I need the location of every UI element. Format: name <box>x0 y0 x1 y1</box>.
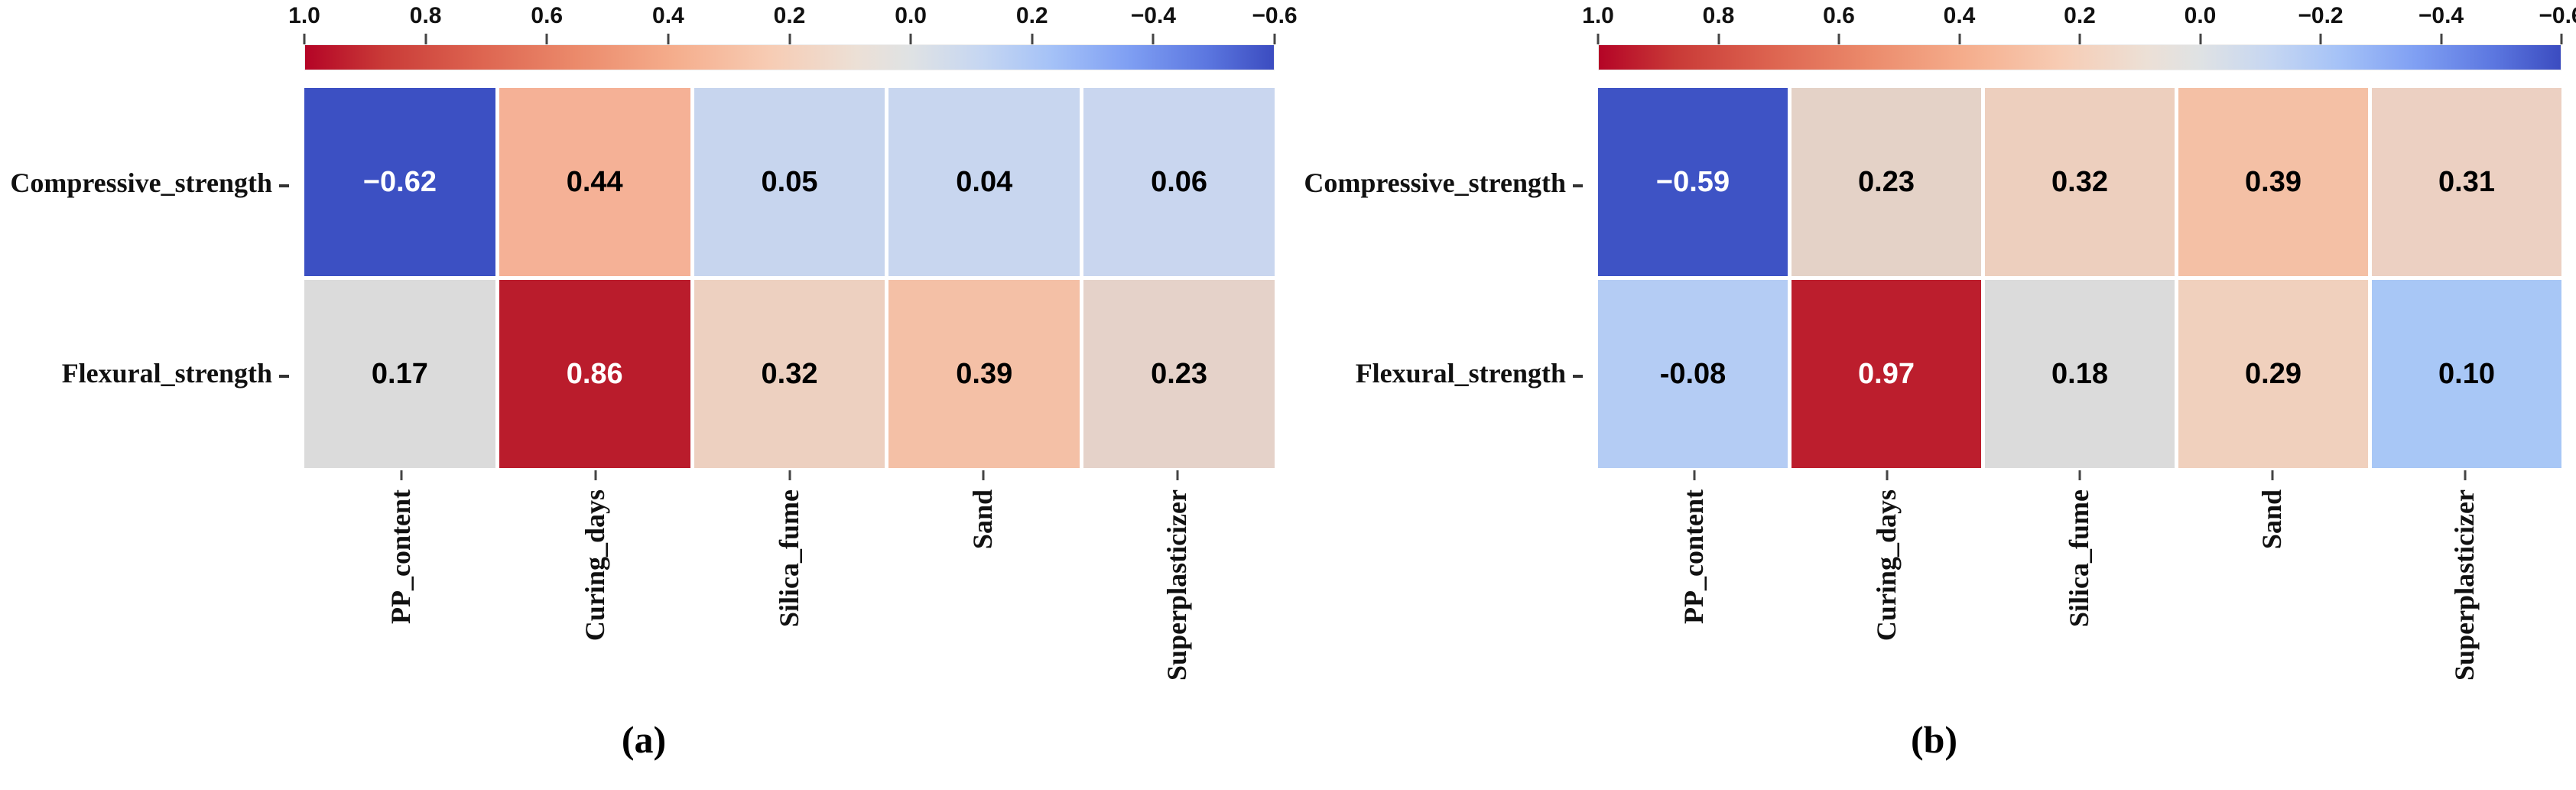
colorbar-tick-label: 1.0 <box>288 3 320 28</box>
y-axis-tick <box>1573 184 1583 187</box>
colorbar-tick-label: 0.4 <box>652 3 684 28</box>
colorbar-tick-label: −0.2 <box>2298 3 2344 28</box>
x-axis-tick <box>788 470 791 480</box>
colorbar-tick-label: 0.4 <box>1943 3 1976 28</box>
row-label-flexural-a: Flexural_strength <box>0 357 289 389</box>
heatmap-cell: -0.08 <box>1598 280 1788 468</box>
colorbar-b-ticks <box>1597 34 2563 44</box>
heatmap-cell: 0.18 <box>1985 280 2175 468</box>
col-label-superplasticizer-b: Superplasticizer <box>2449 489 2480 681</box>
col-label-curing-days-b: Curing_days <box>1871 489 1902 642</box>
colorbar-b-tick-labels: 1.0 0.8 0.6 0.4 0.2 0.0 −0.2 −0.4 −0.6 <box>1582 3 2576 31</box>
colorbar-tick-label: −0.4 <box>1130 3 1176 28</box>
y-axis-tick <box>279 374 289 378</box>
heatmap-cell: 0.44 <box>499 88 690 276</box>
heatmap-a: −0.62 0.44 0.05 0.04 0.06 0.17 0.86 0.32… <box>304 88 1275 468</box>
heatmap-cell: 0.32 <box>1985 88 2175 276</box>
colorbar-tick-label: 0.2 <box>773 3 806 28</box>
heatmap-b: −0.59 0.23 0.32 0.39 0.31 -0.08 0.97 0.1… <box>1598 88 2561 468</box>
x-axis-tick <box>982 470 985 480</box>
x-axis-tick <box>2078 470 2081 480</box>
colorbar-a-ticks <box>303 34 1276 44</box>
col-label-sand-a: Sand <box>967 489 998 550</box>
colorbar-tick-label: 0.2 <box>1015 3 1048 28</box>
heatmap-cell: 0.32 <box>694 280 885 468</box>
x-axis-tick <box>2271 470 2274 480</box>
heatmap-cell: 0.06 <box>1083 88 1275 276</box>
y-axis-tick <box>1573 374 1583 378</box>
panel-a: 1.0 0.8 0.6 0.4 0.2 0.0 0.2 −0.4 −0.6 Co… <box>0 0 1298 761</box>
colorbar-tick-label: −0.6 <box>2539 3 2576 28</box>
colorbar-gradient <box>1598 44 2561 70</box>
panel-b: 1.0 0.8 0.6 0.4 0.2 0.0 −0.2 −0.4 −0.6 C… <box>1292 0 2576 790</box>
heatmap-cell: 0.29 <box>2178 280 2368 468</box>
heatmap-cell: 0.23 <box>1083 280 1275 468</box>
colorbar-tick-label: 0.0 <box>2184 3 2217 28</box>
colorbar-tick-label: −0.6 <box>1252 3 1298 28</box>
colorbar-tick-label: 0.8 <box>409 3 442 28</box>
colorbar-gradient <box>304 44 1275 70</box>
heatmap-cell: 0.39 <box>2178 88 2368 276</box>
colorbar-tick-label: 0.6 <box>1823 3 1855 28</box>
heatmap-cell: 0.31 <box>2372 88 2561 276</box>
colorbar-a-tick-labels: 1.0 0.8 0.6 0.4 0.2 0.0 0.2 −0.4 −0.6 <box>288 3 1297 31</box>
heatmap-cell: −0.62 <box>304 88 495 276</box>
x-axis-tick <box>1886 470 1889 480</box>
colorbar-tick-label: 0.8 <box>1702 3 1735 28</box>
row-label-compressive-a: Compressive_strength <box>0 167 289 199</box>
x-axis-tick <box>1176 470 1179 480</box>
heatmap-cell: 0.17 <box>304 280 495 468</box>
colorbar-a: 1.0 0.8 0.6 0.4 0.2 0.0 0.2 −0.4 −0.6 <box>288 0 1298 73</box>
heatmap-cell: 0.97 <box>1792 280 1981 468</box>
row-label-compressive-b: Compressive_strength <box>1292 167 1583 199</box>
y-axis-tick <box>279 184 289 187</box>
heatmap-cell: 0.39 <box>888 280 1080 468</box>
heatmap-cell: 0.23 <box>1792 88 1981 276</box>
col-label-silica-fume-a: Silica_fume <box>774 489 804 627</box>
col-label-pp-content-a: PP_content <box>385 489 416 624</box>
heatmap-cell: 0.04 <box>888 88 1080 276</box>
colorbar-b: 1.0 0.8 0.6 0.4 0.2 0.0 −0.2 −0.4 −0.6 <box>1582 0 2576 73</box>
col-label-curing-days-a: Curing_days <box>580 489 610 642</box>
colorbar-tick-label: 0.2 <box>2064 3 2096 28</box>
col-label-pp-content-b: PP_content <box>1678 489 1709 624</box>
colorbar-tick-label: −0.4 <box>2418 3 2464 28</box>
colorbar-tick-label: 0.0 <box>895 3 927 28</box>
x-axis-tick <box>2464 470 2467 480</box>
heatmap-cell: 0.10 <box>2372 280 2561 468</box>
caption-a: (a) <box>621 718 667 761</box>
x-axis-tick <box>594 470 597 480</box>
heatmap-cell: −0.59 <box>1598 88 1788 276</box>
heatmap-cell: 0.86 <box>499 280 690 468</box>
caption-b: (b) <box>1910 718 1958 761</box>
col-label-sand-b: Sand <box>2256 489 2287 550</box>
row-label-flexural-b: Flexural_strength <box>1292 357 1583 389</box>
col-label-superplasticizer-a: Superplasticizer <box>1161 489 1192 681</box>
colorbar-tick-label: 0.6 <box>531 3 564 28</box>
x-axis-tick <box>400 470 403 480</box>
col-label-silica-fume-b: Silica_fume <box>2064 489 2094 627</box>
x-axis-tick <box>1693 470 1696 480</box>
colorbar-tick-label: 1.0 <box>1582 3 1614 28</box>
heatmap-cell: 0.05 <box>694 88 885 276</box>
